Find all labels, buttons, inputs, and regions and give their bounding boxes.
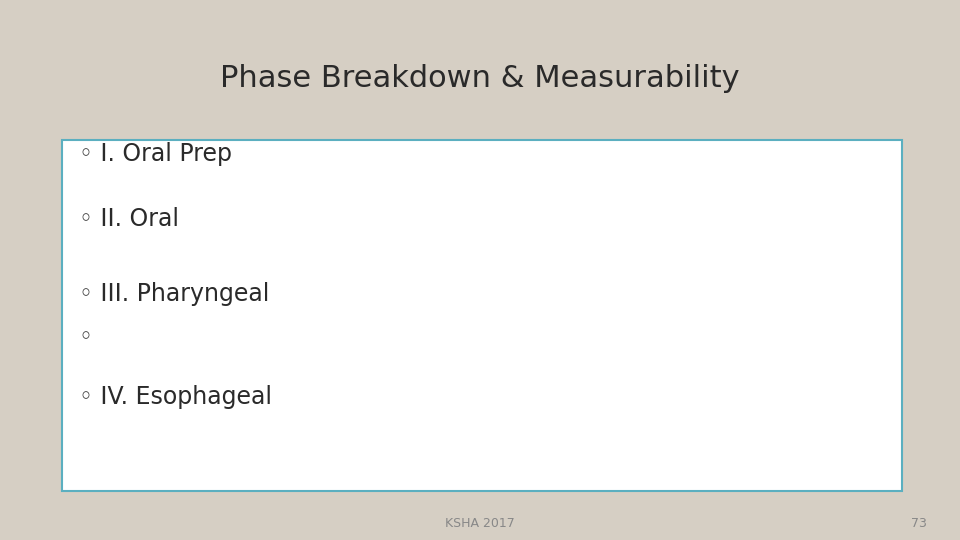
Text: ◦ II. Oral: ◦ II. Oral [79, 207, 179, 231]
Text: 73: 73 [910, 517, 926, 530]
Text: ◦ IV. Esophageal: ◦ IV. Esophageal [79, 385, 272, 409]
Text: ◦ III. Pharyngeal: ◦ III. Pharyngeal [79, 282, 269, 306]
Text: ◦ I. Oral Prep: ◦ I. Oral Prep [79, 142, 231, 166]
Text: KSHA 2017: KSHA 2017 [445, 517, 515, 530]
Text: ◦: ◦ [79, 326, 92, 349]
Text: Phase Breakdown & Measurability: Phase Breakdown & Measurability [220, 64, 740, 93]
FancyBboxPatch shape [62, 140, 902, 491]
